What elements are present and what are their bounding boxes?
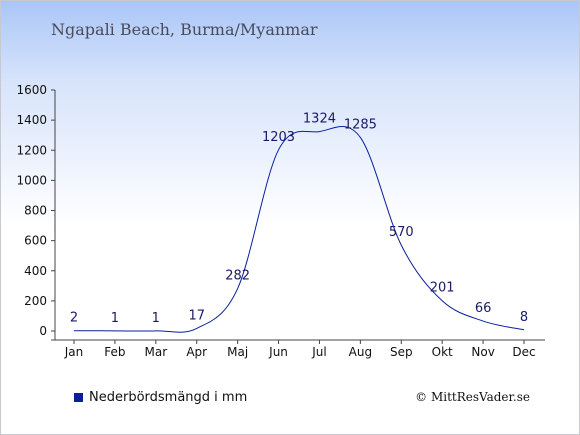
y-tick-label: 800 xyxy=(24,204,47,218)
x-tick-label: Dec xyxy=(512,345,535,359)
x-tick-label: Maj xyxy=(227,345,248,359)
legend-swatch xyxy=(74,393,83,402)
x-tick-label: Nov xyxy=(471,345,494,359)
chart-axes xyxy=(51,90,545,341)
x-tick-label: Sep xyxy=(390,345,413,359)
data-label: 1203 xyxy=(262,130,295,145)
data-label: 1 xyxy=(152,311,160,326)
copyright-text: © MittResVader.se xyxy=(415,390,530,404)
x-tick-label: Jun xyxy=(268,345,288,359)
x-tick-label: Jul xyxy=(311,345,326,359)
data-label: 1 xyxy=(111,311,119,326)
legend-label: Nederbördsmängd i mm xyxy=(89,390,248,405)
x-tick-label: Apr xyxy=(186,345,207,359)
legend: Nederbördsmängd i mm xyxy=(74,390,247,405)
y-tick-label: 1600 xyxy=(16,83,47,97)
data-label: 570 xyxy=(389,225,414,240)
x-tick-label: Okt xyxy=(432,345,453,359)
data-labels: 2 1 1 17 282 1203 1324 1285 570 201 66 8 xyxy=(70,112,528,326)
x-tick-label: Aug xyxy=(349,345,372,359)
y-tick-label: 1400 xyxy=(16,113,47,127)
x-tick-label: Jan xyxy=(64,345,84,359)
x-ticks: Jan Feb Mar Apr Maj Jun Jul Aug Sep Okt Nov Dec xyxy=(64,340,536,359)
y-tick-label: 1000 xyxy=(16,173,47,187)
x-tick-label: Mar xyxy=(144,345,167,359)
series-line-precipitation xyxy=(73,126,525,333)
y-tick-label: 0 xyxy=(39,324,47,338)
data-label: 201 xyxy=(430,281,455,296)
data-label: 66 xyxy=(475,301,492,316)
x-tick-label: Feb xyxy=(104,345,125,359)
data-label: 1285 xyxy=(344,117,377,132)
y-tick-label: 200 xyxy=(24,294,47,308)
y-tick-label: 1200 xyxy=(16,143,47,157)
data-label: 17 xyxy=(188,308,205,323)
y-tick-label: 400 xyxy=(24,264,47,278)
data-label: 282 xyxy=(225,269,250,284)
data-label: 8 xyxy=(520,310,528,325)
y-ticks: 0 200 400 600 800 1000 1200 1400 1600 xyxy=(16,83,55,338)
chart-title: Ngapali Beach, Burma/Myanmar xyxy=(51,20,318,39)
data-label: 2 xyxy=(70,311,78,326)
data-label: 1324 xyxy=(303,112,336,127)
y-tick-label: 600 xyxy=(24,234,47,248)
